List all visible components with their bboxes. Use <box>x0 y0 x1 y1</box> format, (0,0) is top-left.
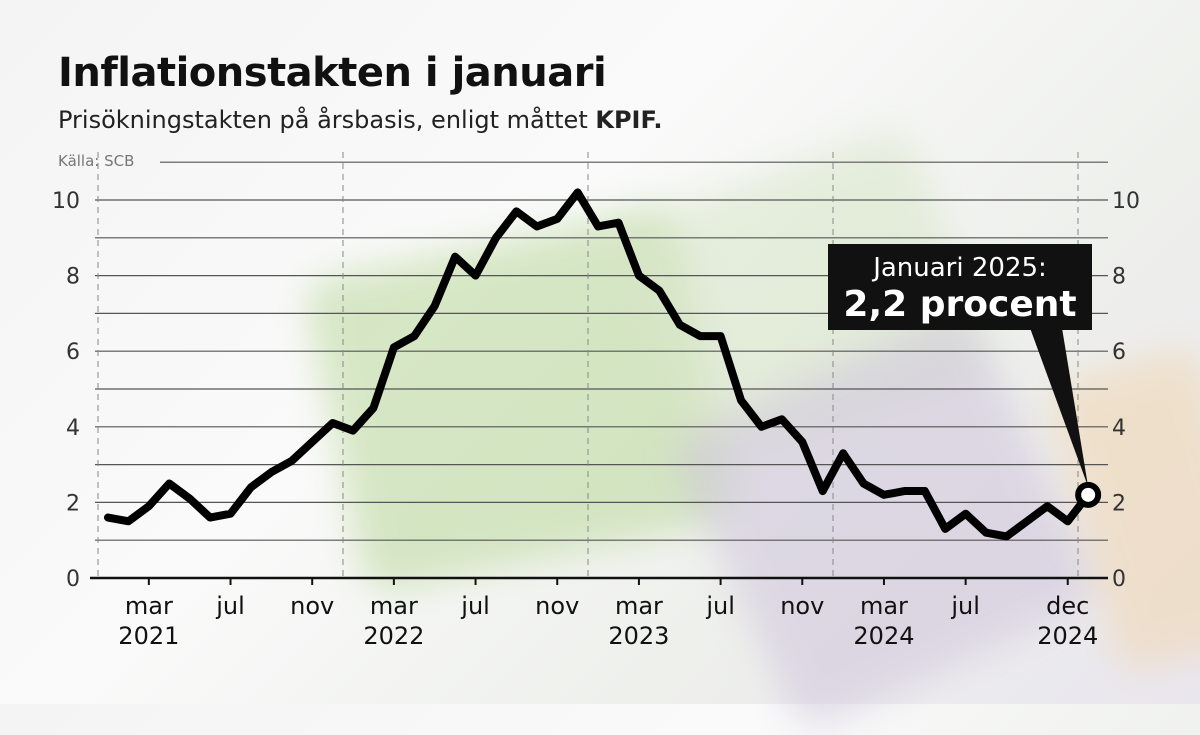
x-tick-label-month: mar <box>860 592 908 620</box>
x-tick-label-month: jul <box>950 592 980 620</box>
y-tick-label-right: 6 <box>1112 340 1126 365</box>
y-tick-label-right: 4 <box>1112 416 1126 441</box>
x-tick-label-year: 2024 <box>853 622 914 650</box>
y-tick-label-left: 6 <box>66 340 80 365</box>
x-tick-label-month: jul <box>215 592 245 620</box>
x-tick-label-year: 2024 <box>1037 622 1098 650</box>
y-tick-label-right: 8 <box>1112 265 1126 290</box>
annotation-line1: Januari 2025: <box>871 253 1047 283</box>
latest-value-marker <box>1078 485 1098 505</box>
y-tick-label-left: 0 <box>66 567 80 592</box>
y-tick-label-left: 2 <box>66 491 80 516</box>
y-tick-label-left: 8 <box>66 265 80 290</box>
annotation-line2: 2,2 procent <box>843 284 1076 325</box>
x-tick-label-year: 2021 <box>118 622 179 650</box>
x-tick-label-month: mar <box>125 592 173 620</box>
x-tick-label-month: nov <box>780 592 824 620</box>
x-tick-label-year: 2023 <box>608 622 669 650</box>
y-tick-label-left: 4 <box>66 416 80 441</box>
x-tick-label-month: nov <box>290 592 334 620</box>
annotation-pointer <box>1030 328 1088 487</box>
x-tick-label-month: mar <box>370 592 418 620</box>
x-tick-label-month: jul <box>460 592 490 620</box>
x-tick-label-month: dec <box>1046 592 1089 620</box>
x-tick-label-month: jul <box>705 592 735 620</box>
x-tick-label-year: 2022 <box>363 622 424 650</box>
y-tick-label-left: 10 <box>52 189 80 214</box>
y-tick-label-right: 10 <box>1112 189 1140 214</box>
y-tick-label-right: 2 <box>1112 491 1126 516</box>
y-tick-label-right: 0 <box>1112 567 1126 592</box>
x-tick-label-month: mar <box>615 592 663 620</box>
x-tick-label-month: nov <box>535 592 579 620</box>
